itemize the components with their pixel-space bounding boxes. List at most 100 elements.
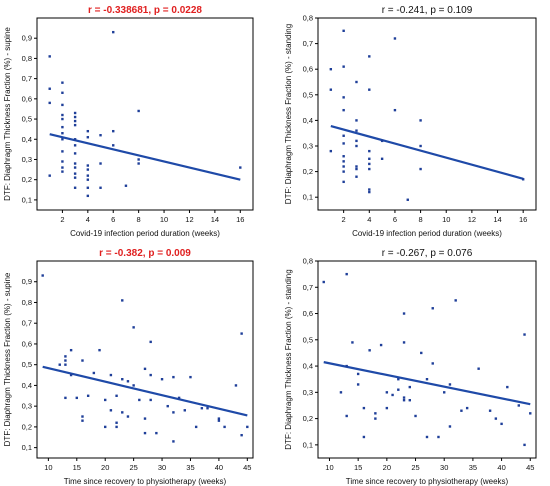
x-tick-label: 30 [440, 463, 448, 472]
data-point [368, 55, 371, 58]
plot-frame [36, 260, 254, 459]
regression-line [49, 133, 241, 181]
data-point [374, 417, 377, 420]
data-point [397, 378, 400, 381]
data-point [73, 166, 77, 169]
data-point [342, 29, 345, 32]
x-tick-label: 6 [393, 215, 397, 224]
data-point [419, 119, 422, 122]
data-point [380, 157, 384, 160]
data-point [529, 412, 532, 415]
chart-title: r = -0.267, p = 0.076 [382, 248, 473, 259]
data-point [368, 188, 371, 191]
data-point [172, 440, 175, 443]
data-point [368, 162, 371, 166]
y-tick-label: 0,6 [22, 94, 32, 103]
x-tick-label: 6 [111, 215, 115, 224]
data-point [345, 364, 348, 368]
data-point [355, 139, 358, 143]
data-point [431, 362, 434, 365]
chart-panel-1: r = -0.338681, p = 0.0228 2 4 6 8 10 12 14 16 0,1… [3, 5, 254, 238]
plot-frame [36, 17, 254, 211]
x-tick-label: 45 [243, 463, 251, 472]
plot-frame [317, 17, 537, 211]
data-point [81, 419, 84, 422]
data-point [149, 340, 152, 344]
data-point [69, 348, 73, 352]
data-point [189, 375, 192, 379]
data-point [73, 176, 77, 179]
data-point [351, 341, 354, 344]
data-point [81, 359, 84, 362]
data-point [61, 91, 64, 94]
y-tick-label: 0,2 [22, 422, 32, 431]
regression-line [330, 124, 524, 180]
data-point [99, 162, 102, 165]
data-point [355, 175, 358, 178]
data-point [437, 435, 440, 439]
data-point [48, 174, 51, 177]
data-point [61, 138, 64, 141]
data-point [86, 394, 90, 397]
x-tick-label: 35 [469, 463, 477, 472]
data-point [322, 280, 325, 284]
x-tick-label: 16 [236, 215, 244, 224]
data-point [115, 425, 118, 429]
x-axis-label: Time since recovery to physiotherapy (we… [346, 477, 509, 486]
data-point [92, 371, 96, 375]
y-tick-label: 0,2 [303, 414, 313, 423]
data-point [115, 421, 118, 424]
data-point [138, 398, 141, 402]
data-point [99, 186, 102, 189]
data-point [345, 272, 348, 276]
data-point [342, 65, 345, 68]
y-tick-label: 0,8 [22, 54, 32, 63]
data-point [217, 419, 221, 422]
data-point [194, 425, 198, 429]
data-point [494, 417, 498, 420]
data-point [523, 443, 526, 447]
y-tick-label: 0,7 [22, 319, 32, 328]
data-point [362, 435, 366, 439]
data-point [460, 409, 463, 412]
data-point [58, 363, 61, 366]
data-point [48, 87, 51, 90]
y-axis-label: DTF: Diaphragm Thickness Fraction (%) - … [3, 27, 12, 201]
y-tick-label: 0,8 [303, 14, 313, 23]
data-point [126, 415, 130, 418]
data-point [345, 414, 348, 418]
y-tick-label: 0,3 [303, 388, 313, 397]
data-point [132, 326, 135, 329]
x-tick-label: 14 [211, 215, 219, 224]
data-point [342, 165, 345, 168]
data-point [121, 378, 124, 381]
data-point [342, 180, 345, 184]
plot-frame [317, 260, 537, 459]
data-point [86, 178, 90, 181]
data-point [109, 373, 113, 377]
data-point [73, 119, 77, 123]
data-point [73, 123, 77, 127]
data-point [217, 417, 221, 420]
data-point [41, 274, 44, 277]
data-point [166, 404, 169, 408]
y-tick-label: 0,9 [22, 34, 32, 43]
y-tick-label: 0,6 [303, 65, 313, 74]
y-tick-label: 0,6 [22, 339, 32, 348]
y-tick-label: 0,5 [22, 360, 32, 369]
data-point [234, 384, 238, 387]
data-point [402, 399, 406, 402]
data-point [420, 351, 423, 355]
data-point [61, 113, 64, 117]
y-tick-label: 0,4 [303, 362, 313, 371]
data-point [61, 81, 64, 84]
y-tick-label: 0,3 [22, 402, 32, 411]
data-point [64, 355, 67, 358]
data-point [246, 425, 249, 429]
data-point [121, 299, 124, 302]
x-tick-label: 14 [493, 215, 501, 224]
data-point [448, 383, 452, 386]
data-point [200, 407, 204, 410]
y-tick-label: 0,5 [22, 115, 32, 124]
data-point [112, 30, 115, 34]
